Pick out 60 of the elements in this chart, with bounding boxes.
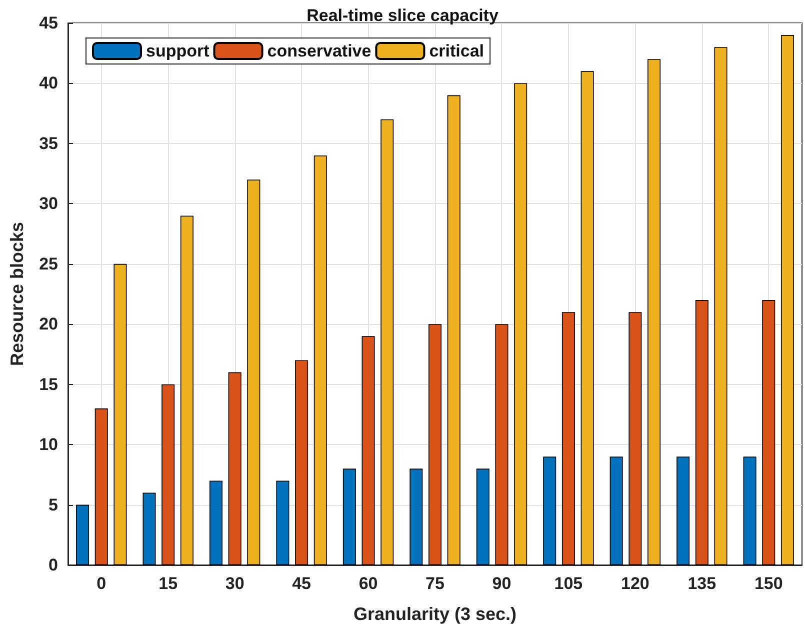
bar [562,312,575,565]
x-tick-label: 105 [554,574,583,593]
y-tick-label: 45 [39,14,58,32]
bar [610,456,623,565]
bar [295,360,308,565]
x-axis-title: Granularity (3 sec.) [353,604,517,624]
x-tick-label: 90 [492,574,512,593]
bar [543,456,556,565]
bar [580,71,594,565]
x-tick-label: 120 [620,574,650,593]
legend-label: support [146,42,210,60]
bar [114,264,127,565]
bar [695,300,708,565]
y-axis-title: Resource blocks [7,222,27,366]
bar [247,180,260,565]
bar [476,468,490,565]
bar [314,155,327,565]
bar [180,216,194,565]
y-tick-label: 15 [39,374,58,394]
bar [743,456,756,565]
y-tick-label: 10 [39,435,58,454]
bar [495,324,508,565]
x-tick-label: 60 [358,574,378,593]
bar [676,456,690,565]
y-tick-label: 20 [39,314,58,334]
bar [628,312,642,565]
bar [428,324,442,565]
bar [162,384,175,565]
y-tick-label: 25 [39,254,58,274]
x-tick-label: 0 [96,574,106,593]
y-tick-label: 5 [48,495,58,514]
y-tick-label: 40 [39,74,58,93]
y-tick-label: 35 [39,134,58,153]
bar [209,480,222,565]
bar [514,83,528,565]
bar [362,336,375,565]
bar [410,468,423,565]
bar [276,480,290,565]
x-tick-label: 135 [688,574,716,593]
bar [142,492,156,565]
x-tick-label: 15 [158,574,178,593]
chart-title: Real-time slice capacity [306,6,499,25]
legend-label: critical [429,42,484,60]
x-tick-label: 150 [754,574,783,593]
bar [447,95,460,565]
y-tick-label: 30 [39,194,58,214]
legend-label: conservative [267,42,372,60]
bar [762,300,776,565]
bar [780,35,794,565]
bar [714,47,728,565]
x-tick-label: 45 [292,574,312,593]
bar [76,504,90,565]
bar [228,372,242,565]
y-tick-label: 0 [48,556,58,574]
bar [94,408,108,565]
bar [380,119,394,565]
bar [342,468,356,565]
x-tick-label: 30 [225,574,244,593]
x-tick-label: 75 [426,574,444,593]
bar [648,59,661,565]
